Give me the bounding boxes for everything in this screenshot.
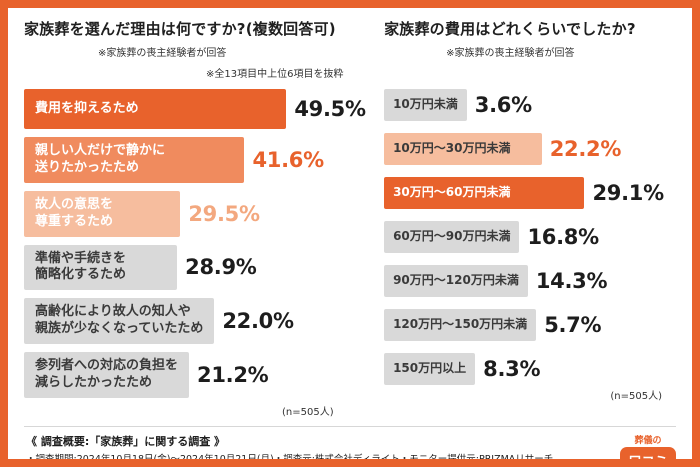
bar: 参列者への対応の負担を 減らしたかったため — [24, 352, 190, 398]
bar-value: 22.0% — [222, 309, 294, 334]
left-chart-title: 家族葬を選んだ理由は何ですか?(複数回答可) — [24, 20, 336, 38]
bar-label: 10万円〜30万円未満 — [393, 141, 511, 156]
right-chart-note-respondents: ※家族葬の喪主経験者が回答 — [446, 48, 575, 59]
bar: 準備や手続きを 簡略化するため — [24, 244, 178, 291]
bar: 10万円〜30万円未満 — [384, 133, 542, 165]
reasons-chart-section: 家族葬を選んだ理由は何ですか?(複数回答可) ※家族葬の喪主経験者が回答 ※全1… — [24, 18, 376, 418]
bar: 費用を抑えるため — [24, 89, 287, 129]
bar: 150万円以上 — [384, 353, 476, 385]
survey-overview-footer: 《 調査概要:「家族葬」に関する調査 》 ・調査期間:2024年10月18日(金… — [24, 425, 676, 465]
bar-label: 準備や手続きを 簡略化するため — [35, 250, 127, 283]
survey-overview-heading: 《 調査概要:「家族葬」に関する調査 》 — [26, 434, 226, 448]
reasons-bar-chart: 費用を抑えるため 49.5% 親しい人だけで静かに 送りたかったため 41.6% 故人の… — [24, 89, 372, 398]
bar: 故人の意思を 尊重するため — [24, 190, 181, 237]
bar-value: 29.5% — [188, 201, 260, 226]
left-chart-note-excerpt: ※全13項目中上位6項目を抜粋 — [206, 69, 344, 80]
bar-label: 参列者への対応の負担を 減らしたかったため — [35, 358, 179, 391]
bar-value: 21.2% — [197, 363, 269, 388]
bar-label: 120万円〜150万円未満 — [393, 317, 528, 332]
bar-label: 90万円〜120万円未満 — [393, 273, 519, 288]
bar-value: 29.1% — [592, 181, 664, 205]
right-sample-size: (n=505人) — [610, 391, 662, 402]
left-chart-note-respondents: ※家族葬の喪主経験者が回答 — [98, 48, 227, 59]
bar-row: 10万円〜30万円未満 22.2% — [384, 133, 676, 165]
left-sample-size: (n=505人) — [282, 406, 334, 418]
bar-label: 故人の意思を 尊重するため — [35, 196, 114, 229]
bar: 30万円〜60万円未満 — [384, 177, 585, 209]
bar-row: 高齢化により故人の知人や 親族が少なくなっていたため 22.0% — [24, 298, 372, 345]
bar-label: 60万円〜90万円未満 — [393, 229, 511, 244]
bar-label: 親しい人だけで静かに 送りたかったため — [35, 143, 166, 175]
bar-label: 高齢化により故人の知人や 親族が少なくなっていたため — [35, 304, 204, 337]
bar: 親しい人だけで静かに 送りたかったため — [24, 137, 245, 183]
bar-row: 30万円〜60万円未満 29.1% — [384, 177, 676, 209]
bar-label: 10万円未満 — [393, 97, 458, 112]
charts-area: 家族葬を選んだ理由は何ですか?(複数回答可) ※家族葬の喪主経験者が回答 ※全1… — [24, 18, 676, 418]
bar-value: 5.7% — [544, 313, 602, 337]
bar-label: 30万円〜60万円未満 — [393, 185, 511, 200]
bar-value: 14.3% — [535, 269, 608, 293]
bar-row: 参列者への対応の負担を 減らしたかったため 21.2% — [24, 352, 372, 398]
bar-row: 60万円〜90万円未満 16.8% — [384, 221, 676, 253]
bar: 120万円〜150万円未満 — [384, 309, 537, 341]
bar-value: 49.5% — [294, 97, 366, 121]
bar-value: 28.9% — [185, 255, 257, 280]
bar: 10万円未満 — [384, 89, 467, 121]
bar-value: 22.2% — [549, 137, 622, 161]
sougi-no-kuchikomi-logo: 葬儀の 口コミ — [620, 433, 676, 459]
bar: 90万円〜120万円未満 — [384, 265, 528, 297]
bar-value: 8.3% — [483, 357, 541, 381]
bar-row: 90万円〜120万円未満 14.3% — [384, 265, 676, 297]
right-chart-title: 家族葬の費用はどれくらいでしたか? — [384, 20, 636, 38]
bar-value: 3.6% — [474, 93, 532, 117]
bar-label: 150万円以上 — [393, 361, 467, 376]
bar-row: 150万円以上 8.3% — [384, 353, 676, 385]
cost-bar-chart: 10万円未満 3.6% 10万円〜30万円未満 22.2% 30万円〜60万円未満 29.… — [384, 89, 676, 385]
logo-speech-bubble: 口コミ — [620, 447, 676, 459]
bar: 60万円〜90万円未満 — [384, 221, 520, 253]
bar: 高齢化により故人の知人や 親族が少なくなっていたため — [24, 298, 215, 345]
bar-row: 準備や手続きを 簡略化するため 28.9% — [24, 244, 372, 291]
bar-value: 16.8% — [527, 225, 599, 249]
bar-value: 41.6% — [252, 147, 324, 172]
bar-row: 親しい人だけで静かに 送りたかったため 41.6% — [24, 137, 372, 183]
bar-label: 費用を抑えるため — [35, 100, 139, 116]
logo-top-text: 葬儀の — [634, 436, 662, 447]
bar-row: 120万円〜150万円未満 5.7% — [384, 309, 676, 341]
bar-row: 費用を抑えるため 49.5% — [24, 89, 372, 129]
cost-chart-section: 家族葬の費用はどれくらいでしたか? ※家族葬の喪主経験者が回答 10万円未満 3.… — [376, 18, 676, 418]
survey-period-source-line: ・調査期間:2024年10月18日(金)〜2024年10月21日(月)・調査元:… — [26, 453, 554, 465]
bar-row: 10万円未満 3.6% — [384, 89, 676, 121]
bar-row: 故人の意思を 尊重するため 29.5% — [24, 190, 372, 237]
